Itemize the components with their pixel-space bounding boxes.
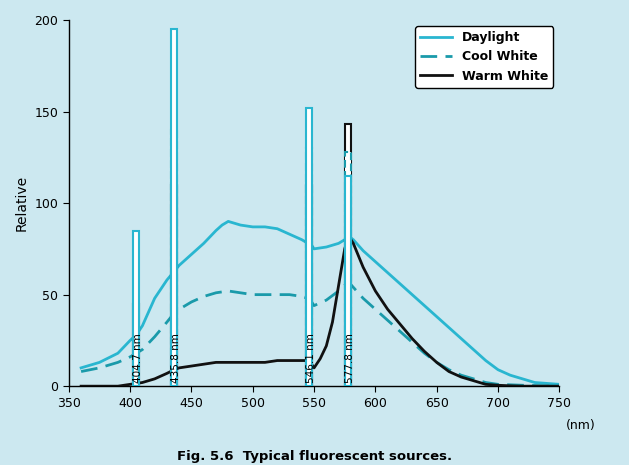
Bar: [171, 185, 177, 386]
Bar: [306, 108, 313, 386]
Bar: [345, 176, 351, 386]
Bar: [171, 130, 177, 386]
Bar: [133, 231, 139, 386]
Text: 546.1 nm: 546.1 nm: [306, 332, 316, 383]
Y-axis label: Relative: Relative: [15, 175, 29, 231]
Text: (nm): (nm): [565, 419, 595, 432]
Text: Fig. 5.6  Typical fluorescent sources.: Fig. 5.6 Typical fluorescent sources.: [177, 450, 452, 463]
Bar: [306, 148, 313, 386]
Bar: [345, 152, 351, 386]
Bar: [345, 124, 351, 386]
Text: 435.8 nm: 435.8 nm: [171, 332, 181, 383]
Text: 577.8 nm: 577.8 nm: [345, 332, 355, 383]
Bar: [306, 185, 313, 386]
Text: 404.7 nm: 404.7 nm: [133, 333, 143, 383]
Bar: [133, 304, 139, 386]
Bar: [171, 29, 177, 386]
Legend: Daylight, Cool White, Warm White: Daylight, Cool White, Warm White: [415, 26, 553, 88]
